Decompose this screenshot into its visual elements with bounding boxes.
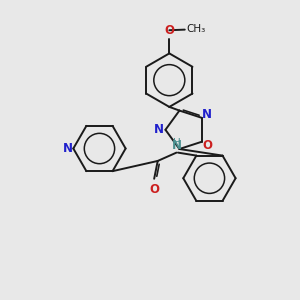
Text: O: O [149,183,159,196]
Text: N: N [154,123,164,136]
Text: N: N [63,142,73,155]
Text: O: O [164,24,174,38]
Text: N: N [172,139,182,152]
Text: O: O [202,139,212,152]
Text: CH₃: CH₃ [186,24,206,34]
Text: H: H [172,138,180,148]
Text: N: N [202,108,212,121]
